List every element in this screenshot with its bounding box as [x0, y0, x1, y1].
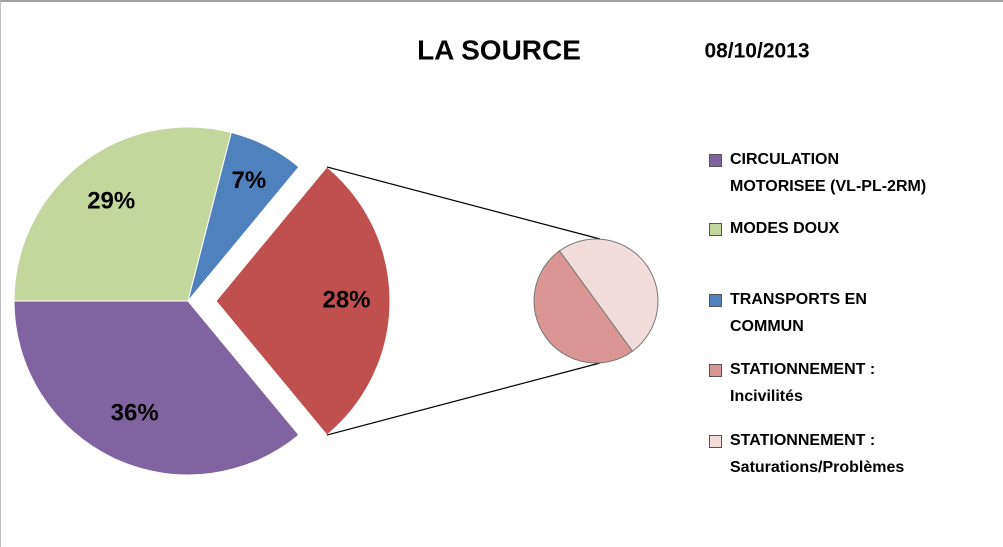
- legend-swatch: [709, 154, 722, 167]
- legend-swatch: [709, 435, 722, 448]
- pie-slice: [187, 131, 300, 302]
- chart-title: LA SOURCE: [417, 34, 581, 65]
- legend-label: TRANSPORTS EN COMMUN: [730, 291, 867, 335]
- legend-label: CIRCULATION MOTORISEE (VL-PL-2RM): [730, 151, 927, 195]
- pie-slice: [13, 126, 232, 302]
- pie-slice: [13, 300, 300, 476]
- connector: [326, 166, 601, 240]
- legend-label: STATIONNEMENT : Incivilités: [730, 361, 876, 405]
- secondary-slice: [558, 238, 659, 352]
- pie-slice-exploded: [215, 166, 391, 436]
- connector: [326, 362, 601, 436]
- legend-swatch: [709, 223, 722, 236]
- legend-swatch: [709, 364, 722, 377]
- secondary-slice: [533, 250, 634, 364]
- slice-label: 29%: [87, 187, 135, 214]
- chart-subtitle: 08/10/2013: [704, 40, 809, 63]
- slice-label: 7%: [231, 167, 266, 194]
- slice-label: 36%: [111, 400, 159, 427]
- slice-label: 28%: [322, 286, 370, 313]
- legend-label: STATIONNEMENT : Saturations/Problèmes: [730, 432, 905, 476]
- legend-swatch: [709, 294, 722, 307]
- legend-label: MODES DOUX: [730, 220, 840, 237]
